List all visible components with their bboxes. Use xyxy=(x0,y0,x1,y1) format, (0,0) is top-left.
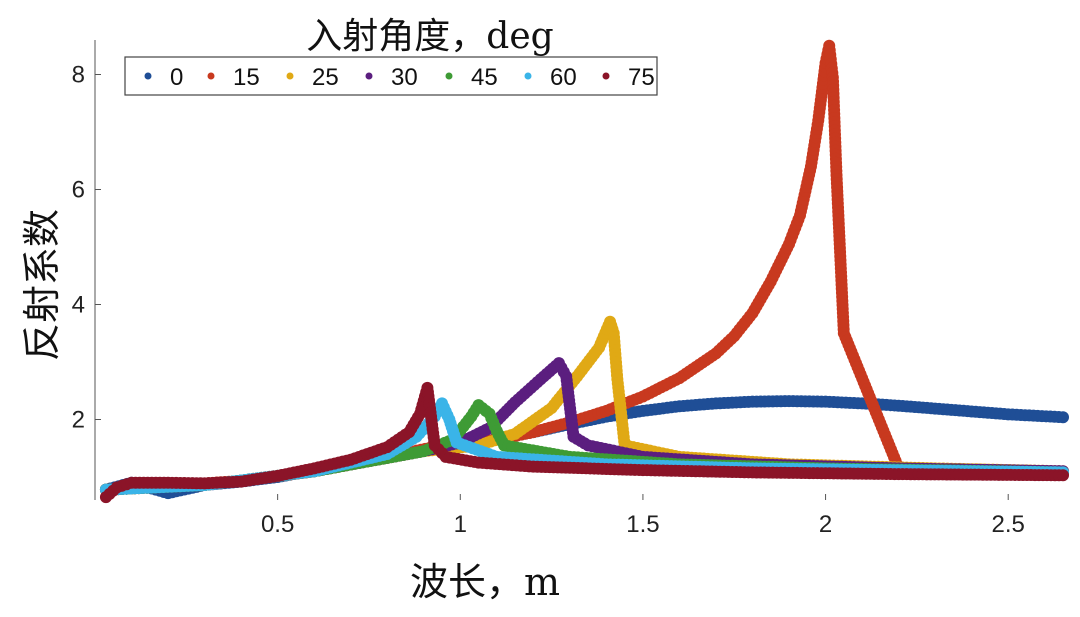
legend-marker-30 xyxy=(365,72,373,80)
legend-marker-75 xyxy=(602,72,610,80)
legend-title: 入射角度，deg xyxy=(306,16,553,57)
legend-label-75: 75 xyxy=(628,64,655,91)
data-point xyxy=(1057,469,1069,482)
legend-label-30: 30 xyxy=(391,64,418,91)
series-75 xyxy=(99,381,1069,504)
legend-marker-25 xyxy=(286,72,294,80)
legend-label-0: 0 xyxy=(170,64,183,91)
plot-series xyxy=(99,39,1069,504)
x-tick-label: 2 xyxy=(819,511,832,538)
legend-label-25: 25 xyxy=(312,64,339,91)
x-tick-label: 1.5 xyxy=(626,511,659,538)
y-axis-label: 反射系数 xyxy=(20,209,64,361)
legend-marker-45 xyxy=(445,72,453,80)
y-tick-label: 4 xyxy=(72,292,85,319)
series-15 xyxy=(99,39,1069,496)
x-tick-label: 1 xyxy=(454,511,467,538)
legend-label-45: 45 xyxy=(471,64,498,91)
data-point xyxy=(1057,411,1069,424)
legend-label-60: 60 xyxy=(550,64,577,91)
plot-axes: 2 4 6 8 0.5 1 1.5 2 2.5 xyxy=(72,40,1025,538)
x-tick-label: 0.5 xyxy=(261,511,294,538)
legend-marker-60 xyxy=(524,72,532,80)
y-tick-label: 8 xyxy=(72,62,85,89)
legend-marker-15 xyxy=(207,72,215,80)
x-tick-label: 2.5 xyxy=(992,511,1025,538)
legend: 0 15 25 30 45 60 75 xyxy=(124,56,658,96)
x-axis-label: 波长，m xyxy=(410,560,560,604)
legend-marker-0 xyxy=(144,72,152,80)
legend-label-15: 15 xyxy=(233,64,260,91)
y-tick-label: 6 xyxy=(72,177,85,204)
y-tick-label: 2 xyxy=(72,407,85,434)
